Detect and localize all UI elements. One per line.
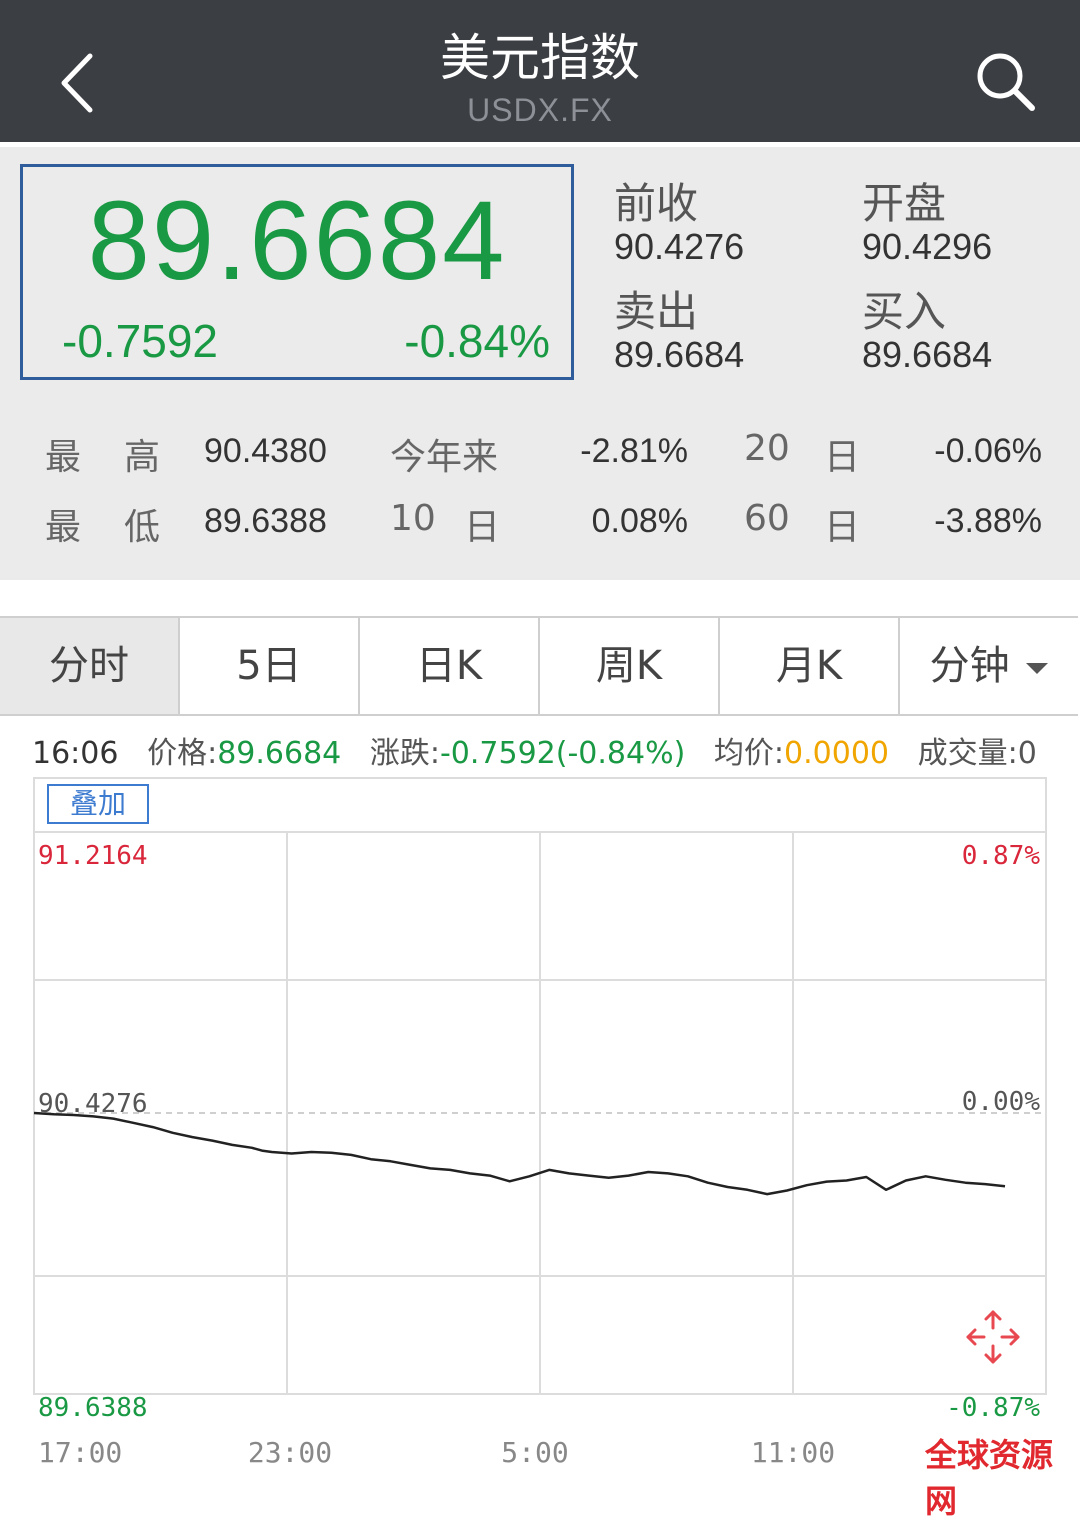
info-volume-label: 成交量: [917,736,1018,771]
ask-label: 卖出 [614,287,699,336]
y-label-bottom-right: -0.87% [946,1393,1040,1423]
d10-label-day: 日 [464,507,501,548]
y-label-mid-left: 90.4276 [38,1089,148,1119]
change-percent: -0.84% [404,315,550,367]
watermark-text: 全球资源网 [925,1436,1054,1520]
ask-value: 89.6684 [614,334,745,375]
symbol-code: USDX.FX [467,92,613,128]
tab-daily-k[interactable]: 日K [360,618,540,714]
price-line [33,1111,1006,1196]
info-volume: 0 [1017,736,1037,771]
chart-line-group [33,1111,1006,1196]
high-label-2: 高 [124,437,161,478]
y-label-top-right: 0.87% [962,841,1041,871]
tab-monthly-k[interactable]: 月K [720,618,900,714]
low-value: 89.6388 [204,502,327,540]
info-change-label: 涨跌: [369,736,440,771]
x-label-1: 23:00 [248,1436,332,1469]
y-label-bottom-left: 89.6388 [38,1393,148,1423]
low-label-2: 低 [124,507,161,548]
bid-label: 买入 [862,287,947,336]
y-label-mid-right: 0.00% [962,1087,1041,1117]
prev-close-label: 前收 [614,179,699,228]
search-icon[interactable] [972,48,1038,114]
high-value: 90.4380 [204,432,327,470]
tab-minute-label: 分钟 [929,643,1010,689]
info-time: 16:06 [32,736,119,771]
d10-label-num: 10 [390,498,436,539]
quote-info-line: 16:06 价格:89.6684 涨跌:-0.7592(-0.84%) 均价:0… [32,728,1037,772]
x-label-2: 5:00 [501,1436,568,1469]
d10-value: 0.08% [591,502,688,540]
ytd-value: -2.81% [580,432,688,470]
chart-grid [33,777,1047,1395]
open-label: 开盘 [862,179,947,228]
d20-label-num: 20 [744,428,790,469]
info-price: 89.6684 [217,736,342,771]
change-amount: -0.7592 [62,315,219,367]
price-box [20,164,574,380]
open-value: 90.4296 [862,226,993,267]
x-label-3: 11:00 [751,1436,835,1469]
d60-label-day: 日 [824,507,861,548]
tab-5day[interactable]: 5日 [180,618,360,714]
page-title: 美元指数 [440,29,640,87]
d20-value: -0.06% [934,432,1042,470]
y-label-top-left: 91.2164 [38,841,148,871]
d60-label-num: 60 [744,498,790,539]
d20-label-day: 日 [824,437,861,478]
info-avg: 0.0000 [784,736,890,771]
overlay-button[interactable]: 叠加 [47,784,149,824]
tab-intraday[interactable]: 分时 [0,618,180,714]
low-label-1: 最 [45,507,82,548]
high-label-1: 最 [45,437,82,478]
ytd-label: 今年来 [390,437,499,478]
info-change: -0.7592(-0.84%) [439,736,686,771]
info-price-label: 价格: [147,736,218,771]
tab-weekly-k[interactable]: 周K [540,618,720,714]
tab-minute[interactable]: 分钟 [900,618,1078,714]
d60-value: -3.88% [934,502,1042,540]
chart-labels: 91.2164 90.4276 89.6388 0.87% 0.00% -0.87% 17:… [38,841,1040,1469]
top-bar [0,0,1080,142]
x-label-0: 17:00 [38,1436,122,1469]
chevron-left-icon[interactable] [50,48,110,118]
period-tabs: 分时 5日 日K 周K 月K 分钟 [0,616,1078,716]
move-icon[interactable] [962,1306,1024,1368]
last-price: 89.6684 [87,178,507,303]
intraday-chart[interactable]: 91.2164 90.4276 89.6388 0.87% 0.00% -0.87% 17:… [0,770,1080,1472]
caret-down-icon [1026,662,1049,674]
prev-close-value: 90.4276 [614,226,745,267]
info-avg-label: 均价: [713,736,785,771]
bid-value: 89.6684 [862,334,993,375]
